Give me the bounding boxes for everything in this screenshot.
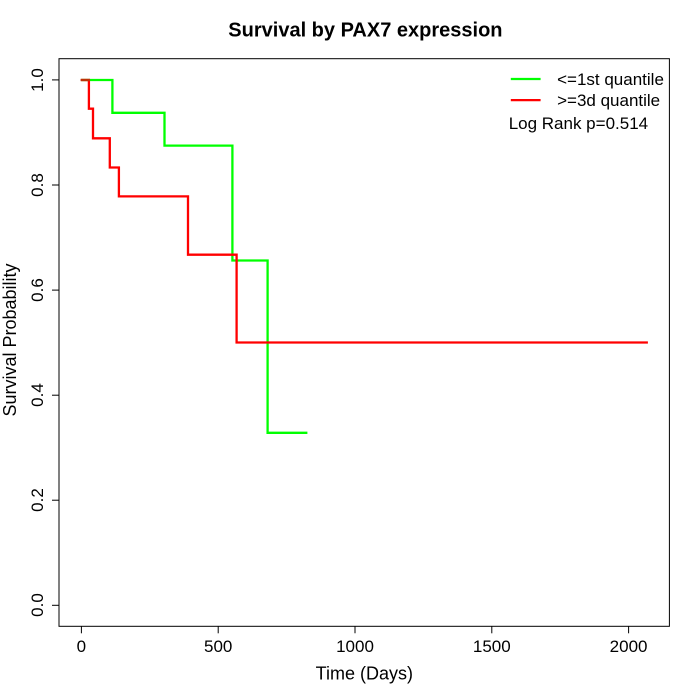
- svg-text:1.0: 1.0: [28, 68, 47, 92]
- svg-text:Time (Days): Time (Days): [316, 663, 413, 683]
- svg-text:0.6: 0.6: [28, 278, 47, 302]
- svg-text:Survival Probability: Survival Probability: [0, 263, 20, 416]
- svg-text:Log Rank p=0.514: Log Rank p=0.514: [509, 114, 648, 133]
- svg-text:0: 0: [77, 637, 86, 656]
- svg-text:Survival by PAX7 expression: Survival by PAX7 expression: [228, 19, 502, 41]
- svg-text:2000: 2000: [610, 637, 648, 656]
- svg-text:500: 500: [204, 637, 232, 656]
- svg-text:0.0: 0.0: [28, 593, 47, 617]
- svg-text:0.4: 0.4: [28, 383, 47, 407]
- svg-text:0.2: 0.2: [28, 488, 47, 512]
- svg-text:1000: 1000: [336, 637, 374, 656]
- svg-text:<=1st quantile: <=1st quantile: [557, 70, 664, 89]
- svg-text:1500: 1500: [473, 637, 511, 656]
- svg-text:>=3d quantile: >=3d quantile: [557, 91, 660, 110]
- svg-text:0.8: 0.8: [28, 173, 47, 197]
